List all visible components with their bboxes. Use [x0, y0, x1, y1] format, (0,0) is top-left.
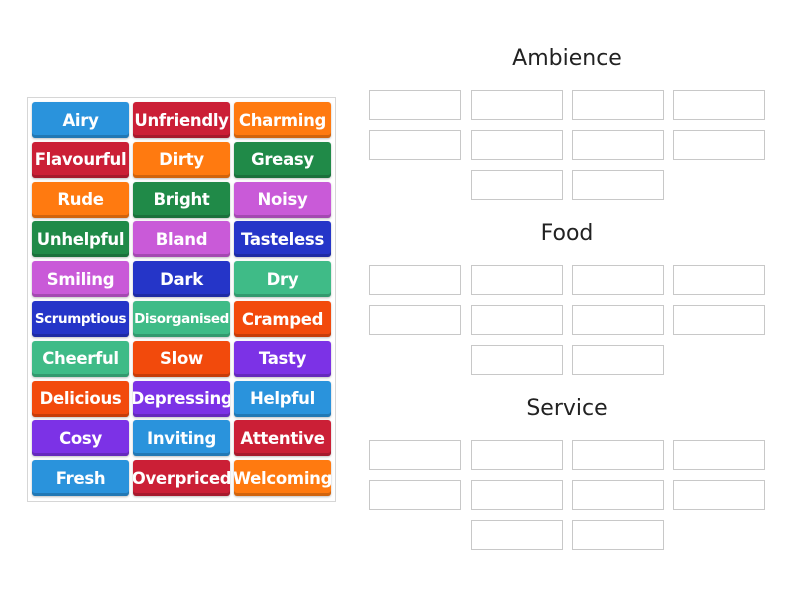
- word-card[interactable]: Dry: [234, 261, 331, 298]
- word-card[interactable]: Unhelpful: [32, 221, 129, 258]
- word-card[interactable]: Dirty: [133, 141, 230, 178]
- drop-slot-ambience[interactable]: [471, 130, 563, 160]
- word-card[interactable]: Inviting: [133, 420, 230, 457]
- word-card[interactable]: Helpful: [234, 380, 331, 417]
- word-card[interactable]: Depressing: [133, 380, 230, 417]
- drop-slot-ambience[interactable]: [673, 90, 765, 120]
- word-card[interactable]: Noisy: [234, 181, 331, 218]
- drop-slot-ambience[interactable]: [471, 170, 563, 200]
- drop-slot-ambience[interactable]: [471, 90, 563, 120]
- word-card[interactable]: Disorganised: [133, 301, 230, 337]
- word-card[interactable]: Unfriendly: [133, 102, 230, 138]
- word-card[interactable]: Dark: [133, 261, 230, 298]
- drop-slot-food[interactable]: [673, 305, 765, 335]
- drop-slot-ambience[interactable]: [572, 170, 664, 200]
- word-card[interactable]: Charming: [234, 102, 331, 138]
- drop-slot-service[interactable]: [471, 480, 563, 510]
- word-card[interactable]: Rude: [32, 181, 129, 218]
- drop-slot-ambience[interactable]: [369, 130, 461, 160]
- drop-slot-service[interactable]: [572, 480, 664, 510]
- word-card[interactable]: Smiling: [32, 261, 129, 298]
- drop-slot-ambience[interactable]: [673, 130, 765, 160]
- word-card[interactable]: Bright: [133, 181, 230, 218]
- drop-slot-service[interactable]: [572, 520, 664, 550]
- drop-slot-food[interactable]: [471, 345, 563, 375]
- word-card[interactable]: Airy: [32, 102, 129, 138]
- word-card[interactable]: Welcoming: [234, 460, 331, 497]
- word-card[interactable]: Greasy: [234, 141, 331, 178]
- drop-slot-service[interactable]: [369, 440, 461, 470]
- drop-slot-food[interactable]: [369, 305, 461, 335]
- word-card[interactable]: Overpriced: [133, 460, 230, 497]
- drop-slot-service[interactable]: [369, 480, 461, 510]
- drop-slot-service[interactable]: [471, 520, 563, 550]
- drop-slot-food[interactable]: [471, 305, 563, 335]
- word-card[interactable]: Cosy: [32, 420, 129, 457]
- word-card[interactable]: Delicious: [32, 380, 129, 417]
- group-title-food: Food: [540, 221, 594, 246]
- group-title-ambience: Ambience: [512, 46, 622, 71]
- group-title-service: Service: [526, 396, 608, 421]
- word-card[interactable]: Slow: [133, 340, 230, 377]
- word-card[interactable]: Bland: [133, 221, 230, 258]
- word-card[interactable]: Fresh: [32, 460, 129, 497]
- drop-slot-ambience[interactable]: [572, 130, 664, 160]
- drop-slot-food[interactable]: [673, 265, 765, 295]
- word-card[interactable]: Cheerful: [32, 340, 129, 377]
- word-card[interactable]: Tasty: [234, 340, 331, 377]
- drop-slot-service[interactable]: [471, 440, 563, 470]
- drop-slot-service[interactable]: [572, 440, 664, 470]
- word-card[interactable]: Scrumptious: [32, 301, 129, 337]
- drop-slot-food[interactable]: [572, 265, 664, 295]
- word-card[interactable]: Flavourful: [32, 141, 129, 178]
- drop-slot-food[interactable]: [471, 265, 563, 295]
- drop-slot-food[interactable]: [572, 305, 664, 335]
- drop-slot-service[interactable]: [673, 480, 765, 510]
- drop-slot-food[interactable]: [369, 265, 461, 295]
- drop-slot-service[interactable]: [673, 440, 765, 470]
- word-card[interactable]: Tasteless: [234, 221, 331, 258]
- drop-slot-food[interactable]: [572, 345, 664, 375]
- word-card[interactable]: Attentive: [234, 420, 331, 457]
- word-card[interactable]: Cramped: [234, 301, 331, 337]
- drop-slot-ambience[interactable]: [572, 90, 664, 120]
- word-bank: Airy Unfriendly Charming Flavourful Dirty Gre…: [27, 97, 336, 502]
- drop-slot-ambience[interactable]: [369, 90, 461, 120]
